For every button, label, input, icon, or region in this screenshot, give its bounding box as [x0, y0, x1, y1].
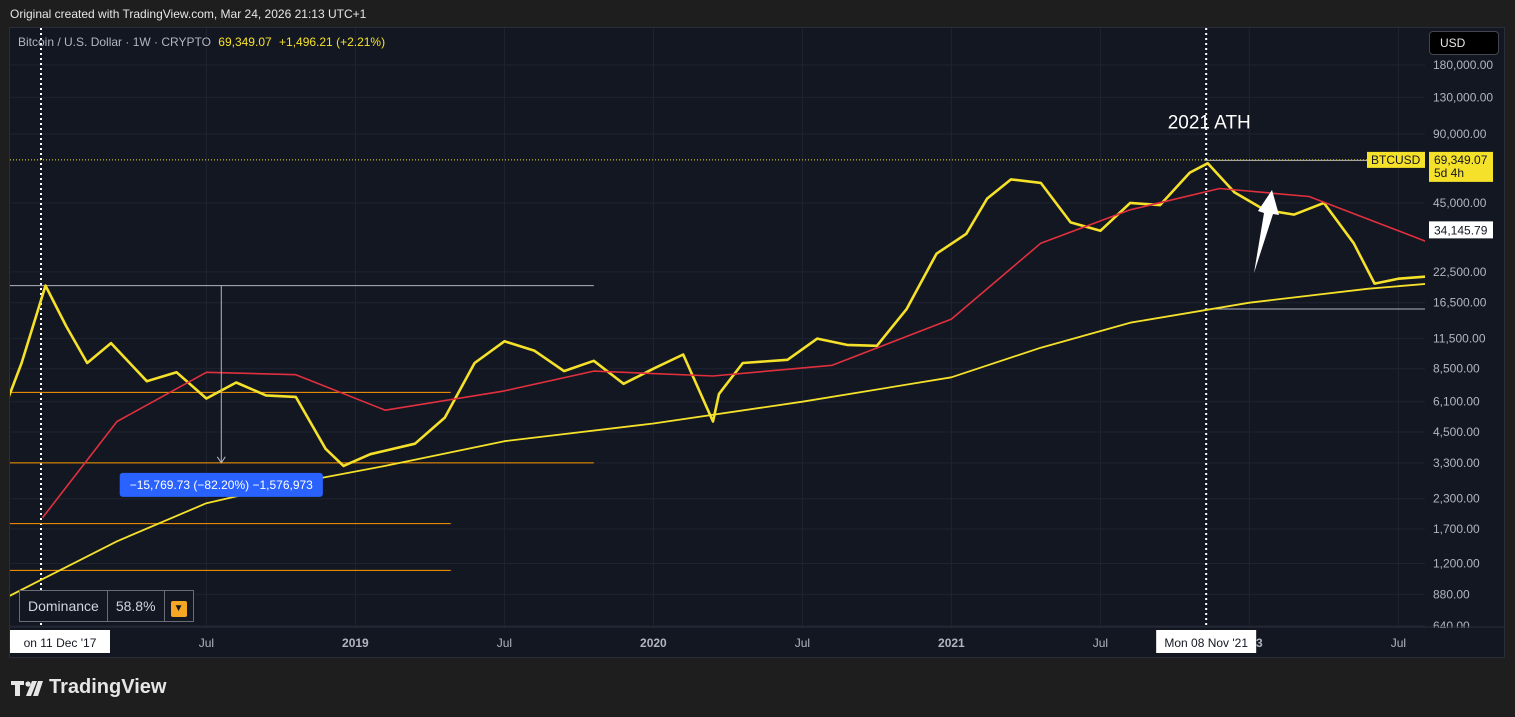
last-price-box: [1429, 151, 1493, 182]
price-tick-label: 8,500.00: [1433, 362, 1480, 376]
crosshair-time-label: Mon 08 Nov '21: [1156, 630, 1257, 653]
symbol-title: Bitcoin / U.S. Dollar · 1W · CRYPTO: [18, 35, 211, 49]
price-series-line: [10, 162, 1504, 468]
dominance-widget[interactable]: Dominance 58.8% ▼: [19, 590, 194, 622]
time-tick-label: 2021: [938, 636, 965, 650]
price-tick-label: 130,000.00: [1433, 90, 1493, 104]
bar-countdown: 5d 4h: [1434, 166, 1464, 180]
price-chart[interactable]: −15,769.73 (−82.20%) −1,576,973−50,997.8…: [10, 28, 1504, 657]
price-tick-label: 3,300.00: [1433, 456, 1480, 470]
measure-label: −15,769.73 (−82.20%) −1,576,973: [119, 472, 323, 497]
price-tick-label: 45,000.00: [1433, 196, 1487, 210]
chart-caption: Original created with TradingView.com, M…: [10, 7, 367, 21]
time-tick-label: Jul: [1093, 636, 1108, 650]
price-tick-label: 90,000.00: [1433, 127, 1487, 141]
crosshair-time-text: on 11 Dec '17: [24, 636, 97, 650]
time-tick-label: Jul: [795, 636, 810, 650]
header-price: 69,349.07: [218, 35, 272, 49]
measure-label-text: −15,769.73 (−82.20%) −1,576,973: [130, 478, 313, 492]
price-scale: 180,000.00 130,000.00 90,000.00 45,000.00 22…: [1433, 58, 1493, 633]
tradingview-logo[interactable]: TradingView: [11, 676, 166, 699]
ma-red-line: [41, 187, 1504, 519]
time-tick-label: Jul: [497, 636, 512, 650]
time-tick-label: 2019: [342, 636, 369, 650]
annotation-arrow-shape: [1254, 190, 1279, 273]
low-price-box: [1429, 221, 1493, 239]
price-tick-label: 880.00: [1433, 587, 1470, 601]
crosshair-time-box: [1156, 630, 1257, 653]
symbol-badge-text: BTCUSD: [1371, 153, 1421, 167]
measure-label-box: [119, 472, 323, 497]
price-tick-label: 6,100.00: [1433, 395, 1480, 409]
time-axis: Jul2019Jul2020Jul2021Jul2023Jul2024Jul20…: [10, 630, 1406, 653]
symbol-header: Bitcoin / U.S. Dollar · 1W · CRYPTO 69,3…: [18, 35, 385, 49]
header-change: +1,496.21 (+2.21%): [279, 35, 386, 49]
price-tick-label: 16,500.00: [1433, 296, 1487, 310]
dominance-toggle[interactable]: ▼: [163, 591, 193, 621]
price-tick-label: 180,000.00: [1433, 58, 1493, 72]
price-tick-label: 11,500.00: [1433, 332, 1486, 346]
time-tick-label: Jul: [199, 636, 214, 650]
price-tick-label: 1,700.00: [1433, 522, 1480, 536]
low-price-badge: 34,145.79: [1429, 221, 1493, 239]
low-price-value: 34,145.79: [1434, 223, 1488, 237]
time-tick-label: 2020: [640, 636, 667, 650]
measure-arrowhead: [216, 456, 226, 464]
crosshair-time-text: Mon 08 Nov '21: [1164, 636, 1248, 650]
price-tick-label: 22,500.00: [1433, 265, 1487, 279]
arrow-down-icon[interactable]: ▼: [170, 601, 187, 617]
tradingview-logo-icon: [11, 680, 43, 696]
price-tick-label: 4,500.00: [1433, 425, 1480, 439]
time-axis-background: [10, 628, 1504, 657]
time-tick-label: Jul: [1391, 636, 1406, 650]
tradingview-logo-text: TradingView: [49, 676, 167, 698]
annotation-text: 2021 ATH: [1168, 113, 1251, 134]
dominance-label: Dominance: [28, 598, 99, 614]
annotation-arrow: [1254, 190, 1279, 273]
ma-yellow-line: [10, 276, 1504, 597]
crosshair-time-box: [10, 630, 110, 653]
currency-selector[interactable]: USD: [1429, 31, 1499, 55]
crosshair-time-label: on 11 Dec '17: [10, 630, 110, 653]
last-price-value: 69,349.07: [1434, 153, 1488, 167]
chart-frame[interactable]: −15,769.73 (−82.20%) −1,576,973−50,997.8…: [9, 27, 1505, 658]
grid-lines: [10, 28, 1425, 628]
price-tick-label: 2,300.00: [1433, 492, 1480, 506]
price-tick-label: 1,200.00: [1433, 556, 1480, 570]
symbol-badge-box: [1367, 151, 1425, 168]
price-scale-background: [1425, 28, 1504, 657]
dominance-value: 58.8%: [106, 591, 164, 621]
